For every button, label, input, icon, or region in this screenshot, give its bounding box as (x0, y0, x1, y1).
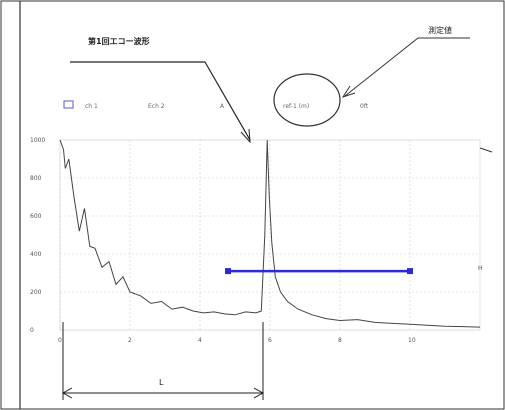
span-arrow-right-head (253, 387, 265, 399)
y-tick-label: 800 (30, 175, 42, 182)
span-arrow-left-head (61, 387, 73, 399)
measured-value-label: 測定値 (428, 25, 452, 35)
y-tick-label: 600 (30, 213, 42, 220)
x-tick-label: 6 (268, 337, 272, 344)
right-marker-label: H (478, 265, 483, 272)
first-echo-arrowhead (240, 128, 251, 144)
blue-bar-left-end (225, 268, 231, 275)
y-tick-label: 0 (30, 327, 34, 334)
first-echo-label: 第1回エコー波形 (88, 36, 150, 46)
series-1-line (59, 139, 481, 328)
x-tick-label: 10 (408, 337, 416, 344)
blue-bar-right-end (407, 268, 413, 275)
header-item-3: A (220, 103, 225, 110)
header-item-2: Ech 2 (148, 103, 165, 110)
header-item-4: ref-1 (m) (283, 103, 309, 110)
y-ticks: 0 200 400 600 800 1000 (30, 137, 45, 334)
x-tick-label: 4 (198, 337, 202, 344)
span-label: L (159, 378, 164, 387)
right-tick-mark (479, 147, 493, 153)
x-ticks: 0 2 4 6 8 10 (58, 337, 416, 344)
measured-value-circle (273, 73, 341, 127)
header-item-1: ch 1 (85, 103, 98, 110)
x-tick-label: 8 (338, 337, 342, 344)
x-tick-label: 0 (58, 337, 62, 344)
first-echo-arrow (204, 61, 251, 141)
x-tick-label: 2 (128, 337, 132, 344)
measured-value-arrowhead (341, 85, 356, 98)
header-box-icon (63, 100, 74, 109)
plot-area (59, 139, 481, 331)
y-tick-label: 1000 (30, 137, 45, 144)
y-tick-label: 200 (30, 289, 42, 296)
y-tick-label: 400 (30, 251, 42, 258)
header-item-5: 0ft (360, 103, 369, 110)
measured-value-arrow (344, 37, 419, 97)
